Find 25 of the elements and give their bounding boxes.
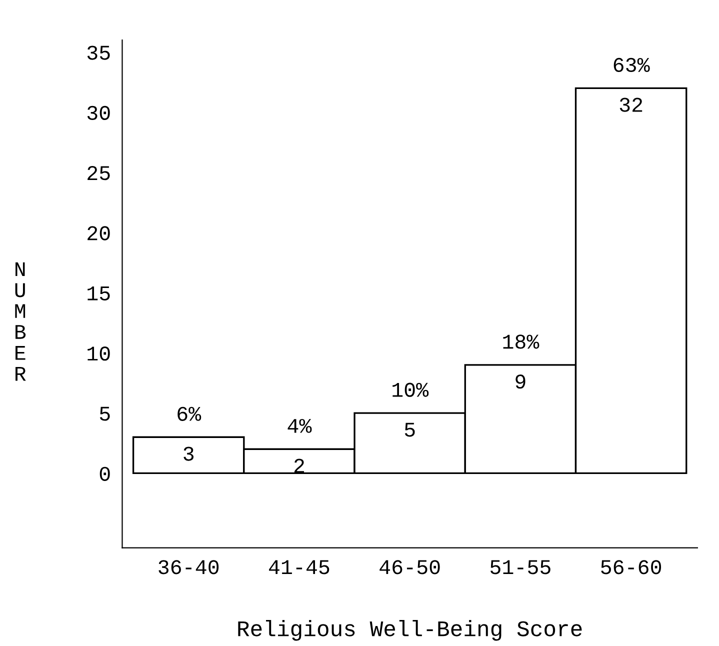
data-label: 32 [620,98,642,112]
x-axis-title: Religious Well-Being Score [238,620,582,641]
y-tick-label: 35 [87,46,110,60]
data-label: 2 [294,458,304,473]
x-tick-label: 46-50 [380,560,440,574]
y-tick-label: 20 [88,226,110,240]
x-tick-label: 56-60 [601,560,662,574]
data-label: 5 [404,422,415,437]
data-label: 9 [516,374,526,389]
x-tick-label: 51-55 [490,560,550,574]
x-tick-label: 36-40 [158,560,219,574]
y-tick-label: 30 [87,106,110,120]
y-tick-label: 25 [88,166,110,180]
annotation: 6% [178,406,202,421]
y-tick-label: 5 [100,406,110,421]
annotation: 4% [288,418,312,433]
y-tick-label: 0 [100,466,110,481]
annotation: 63% [614,58,650,72]
annotation: 18% [503,334,540,349]
y-tick-label: 10 [88,346,110,361]
data-label: 3 [184,446,194,461]
y-axis-title: NUMBER [15,262,26,381]
y-tick-label: 15 [88,286,110,300]
annotation: 10% [392,382,429,397]
x-tick-label: 41-45 [269,560,330,574]
